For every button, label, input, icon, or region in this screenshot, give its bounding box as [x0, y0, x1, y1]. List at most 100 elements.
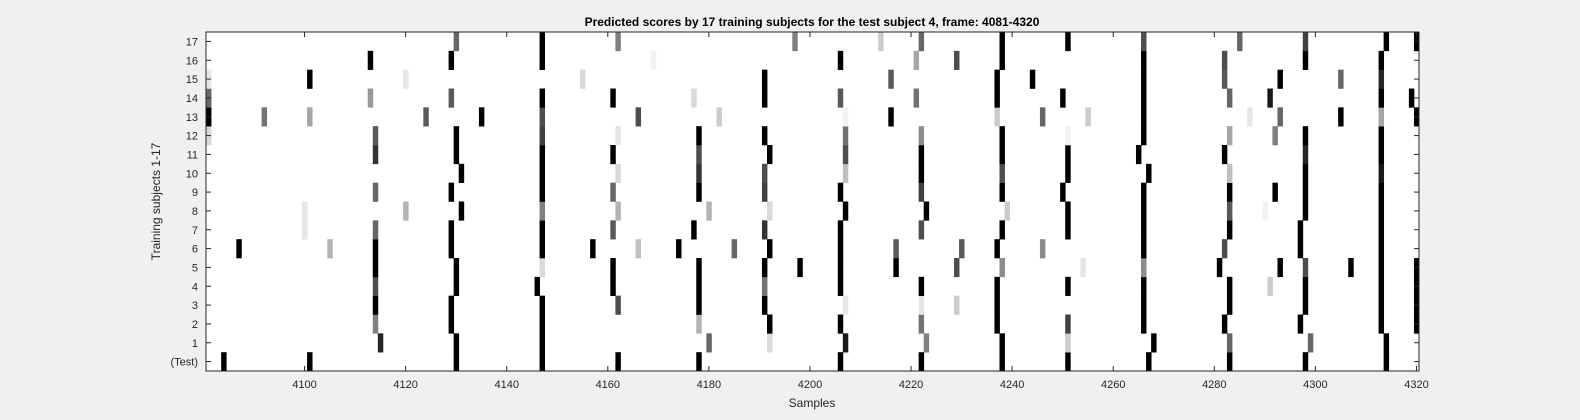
- heatmap-cell: [1141, 69, 1147, 89]
- heatmap-cell: [610, 276, 616, 296]
- heatmap-cell: [453, 333, 460, 353]
- heatmap-cell: [1338, 69, 1344, 89]
- heatmap-cell: [1065, 333, 1071, 353]
- heatmap-cell: [1141, 314, 1147, 334]
- heatmap-cell: [539, 333, 546, 353]
- heatmap-cell: [691, 220, 697, 240]
- heatmap-cell: [918, 352, 925, 372]
- heatmap-cell: [1141, 201, 1147, 221]
- heatmap-cell: [842, 333, 849, 353]
- heatmap-cell: [1302, 352, 1309, 372]
- y-axis-label: Training subjects 1-17: [149, 142, 163, 260]
- heatmap-cell: [453, 145, 460, 165]
- x-tick-label: 4180: [697, 379, 721, 391]
- heatmap-cell: [696, 258, 702, 278]
- heatmap-cell: [453, 32, 460, 52]
- heatmap-cell: [635, 107, 642, 127]
- heatmap-cell: [610, 88, 616, 108]
- y-tick-label: 17: [186, 36, 198, 48]
- heatmap-cell: [1383, 333, 1390, 353]
- heatmap-cell: [923, 333, 930, 353]
- heatmap-cell: [888, 69, 894, 89]
- heatmap-cell: [1272, 126, 1278, 146]
- heatmap-cell: [954, 295, 960, 315]
- heatmap-cell: [767, 314, 773, 334]
- heatmap-cell: [539, 258, 546, 278]
- heatmap-cell: [1237, 32, 1243, 52]
- heatmap-cell: [1297, 220, 1304, 240]
- y-tick-label: 4: [192, 281, 198, 293]
- heatmap-cell: [1408, 88, 1415, 108]
- heatmap-cell: [1039, 239, 1046, 259]
- heatmap-cell: [448, 220, 455, 240]
- heatmap-cell: [221, 352, 227, 372]
- y-tick-label: 8: [192, 206, 198, 218]
- heatmap-cell: [448, 50, 455, 70]
- heatmap-cell: [1378, 201, 1385, 221]
- heatmap-cell: [610, 182, 616, 202]
- heatmap-cell: [1302, 258, 1309, 278]
- heatmap-cell: [1302, 50, 1309, 70]
- heatmap-cell: [696, 182, 702, 202]
- heatmap-cell: [367, 88, 374, 108]
- heatmap-cell: [307, 352, 313, 372]
- heatmap-cell: [1226, 352, 1233, 372]
- heatmap-cell: [706, 201, 712, 221]
- y-tick-label: 10: [186, 168, 198, 180]
- heatmap-cell: [918, 145, 925, 165]
- heatmap-cell: [716, 107, 722, 127]
- heatmap-cell: [1302, 163, 1309, 183]
- heatmap-cell: [307, 107, 313, 127]
- heatmap-cell: [372, 314, 379, 334]
- heatmap-cell: [1307, 333, 1314, 353]
- heatmap-cell: [767, 239, 773, 259]
- heatmap-cell: [1383, 352, 1390, 372]
- heatmap-cell: [999, 126, 1005, 146]
- chart-title: Predicted scores by 17 training subjects…: [585, 15, 1040, 29]
- heatmap-cell: [610, 220, 616, 240]
- heatmap-cell: [539, 352, 546, 372]
- heatmap-cell: [448, 295, 455, 315]
- x-tick-label: 4260: [1101, 379, 1125, 391]
- heatmap-cell: [372, 295, 379, 315]
- heatmap-cell: [302, 220, 308, 240]
- heatmap-cell: [1141, 50, 1147, 70]
- heatmap-cell: [1302, 201, 1309, 221]
- heatmap-cell: [1226, 276, 1233, 296]
- heatmap-cell: [539, 182, 546, 202]
- plot-area: [206, 32, 1419, 371]
- heatmap-cell: [372, 276, 379, 296]
- heatmap-cell: [539, 32, 546, 52]
- heatmap-cell: [539, 88, 546, 108]
- heatmap-cell: [372, 182, 379, 202]
- heatmap-cell: [761, 295, 768, 315]
- x-tick-label: 4280: [1202, 379, 1226, 391]
- heatmap-cell: [1060, 88, 1066, 108]
- heatmap-cell: [696, 145, 702, 165]
- y-tick-label: 15: [186, 74, 198, 86]
- heatmap-cell: [761, 258, 768, 278]
- heatmap-cell: [615, 32, 621, 52]
- x-tick-label: 4140: [494, 379, 518, 391]
- heatmap-cell: [1302, 126, 1309, 146]
- heatmap-cell: [448, 314, 455, 334]
- heatmap-cell: [994, 276, 1000, 296]
- heatmap-cell: [539, 201, 546, 221]
- y-tick-label: 14: [186, 93, 198, 105]
- heatmap-cell: [580, 69, 586, 89]
- heatmap-cell: [1297, 239, 1304, 259]
- heatmap-cell: [1378, 107, 1385, 127]
- heatmap-cell: [1065, 314, 1071, 334]
- heatmap-cell: [842, 126, 849, 146]
- heatmap-cell: [1383, 32, 1390, 52]
- heatmap-cell: [1302, 182, 1309, 202]
- heatmap-cell: [999, 50, 1005, 70]
- heatmap-cell: [918, 314, 925, 334]
- heatmap-cell: [1302, 32, 1309, 52]
- heatmap-cell: [696, 163, 702, 183]
- heatmap-cell: [767, 145, 773, 165]
- y-tick-label: 12: [186, 131, 198, 143]
- heatmap-cell: [1338, 107, 1344, 127]
